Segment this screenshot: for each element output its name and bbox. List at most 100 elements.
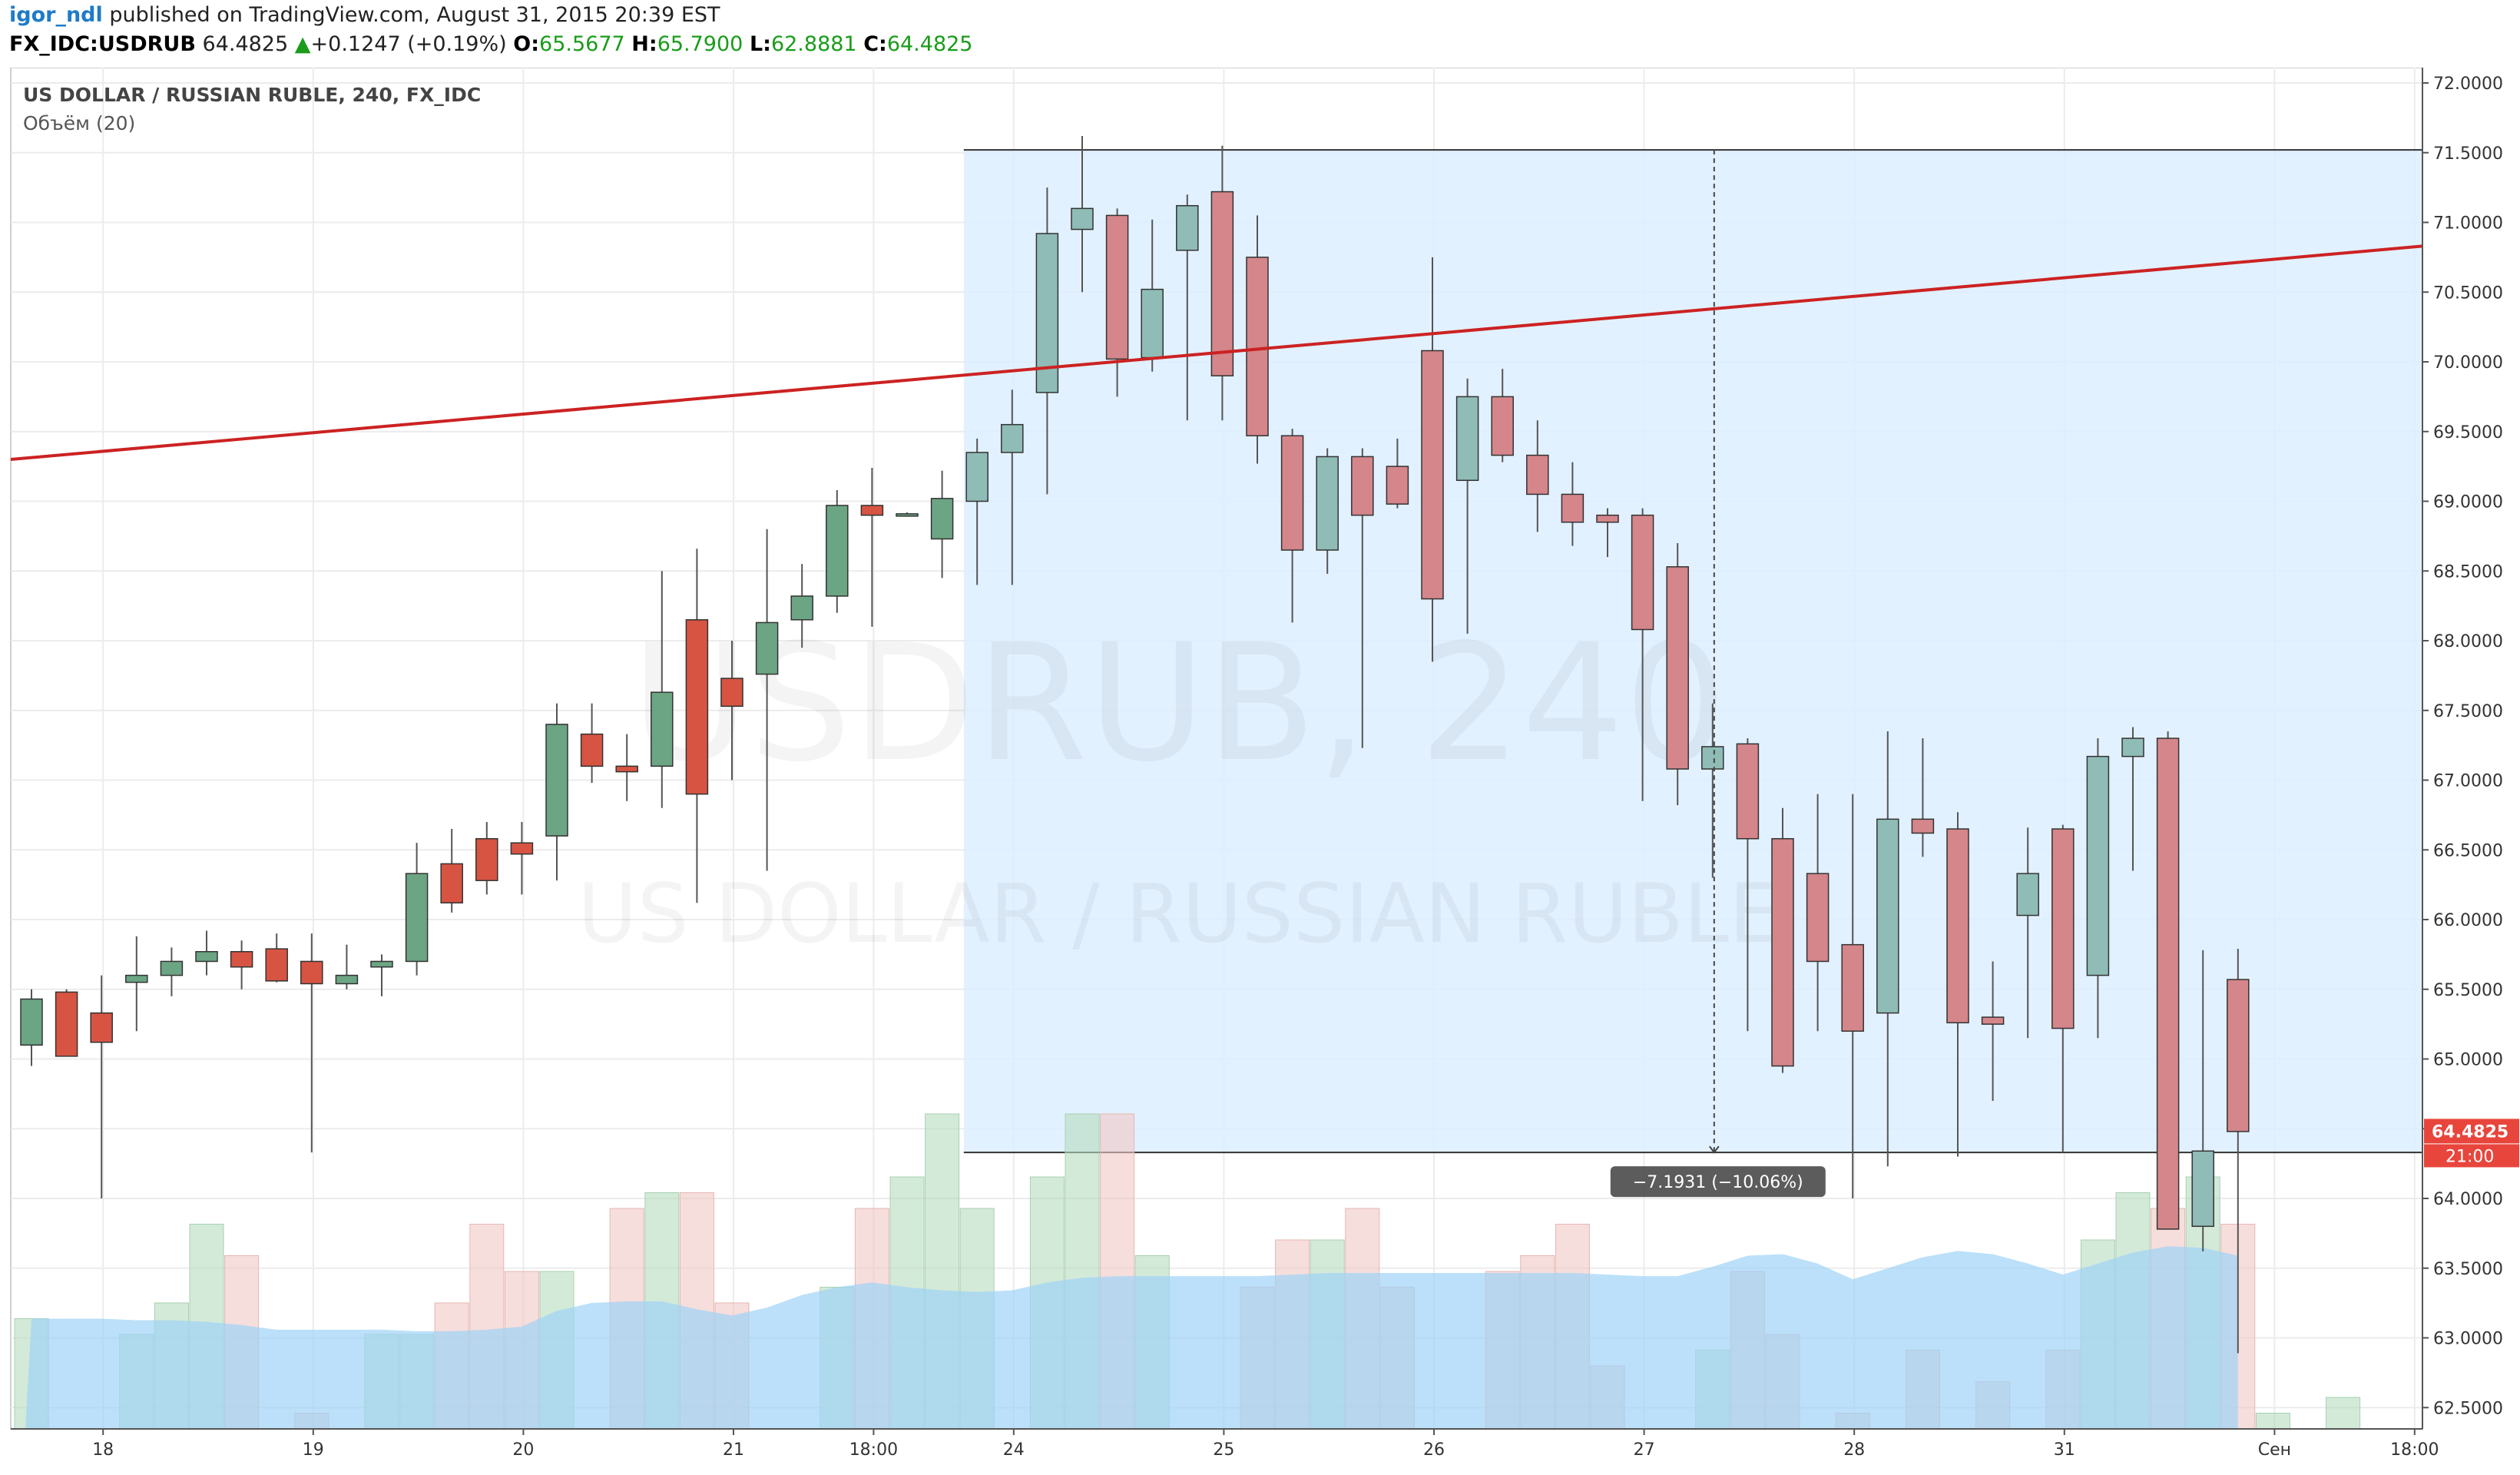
candle[interactable] bbox=[405, 843, 429, 976]
candle[interactable] bbox=[1596, 508, 1619, 558]
candle[interactable] bbox=[1071, 135, 1094, 293]
candle[interactable] bbox=[510, 821, 534, 895]
publication-line: igor_ndl published on TradingView.com, A… bbox=[9, 3, 720, 27]
candle-body bbox=[580, 733, 604, 767]
candle[interactable] bbox=[1771, 807, 1794, 1073]
time-tick-label: 31 bbox=[2054, 1440, 2075, 1460]
time-tick-label: 18:00 bbox=[2390, 1440, 2439, 1460]
candle[interactable] bbox=[1806, 794, 1830, 1032]
candle[interactable] bbox=[790, 564, 813, 648]
candle-body bbox=[2156, 738, 2180, 1230]
candle-body bbox=[1176, 204, 1199, 251]
candle[interactable] bbox=[475, 821, 498, 895]
candle-body bbox=[860, 505, 884, 516]
candle[interactable] bbox=[896, 512, 919, 517]
time-tick-label: 18 bbox=[92, 1440, 114, 1460]
candle[interactable] bbox=[1666, 542, 1689, 806]
symbol-name[interactable]: FX_IDC:USDRUB bbox=[9, 32, 196, 56]
candle[interactable] bbox=[300, 933, 323, 1153]
candle[interactable] bbox=[195, 930, 218, 976]
candle[interactable] bbox=[2191, 950, 2214, 1251]
close-label: C: bbox=[863, 32, 887, 56]
price-range-tool[interactable] bbox=[963, 149, 2422, 1154]
measure-label-text: −7.1931 (−10.06%) bbox=[1633, 1173, 1803, 1192]
candle[interactable] bbox=[1946, 812, 1969, 1157]
candle[interactable] bbox=[2121, 727, 2144, 871]
candle[interactable] bbox=[2086, 738, 2110, 1039]
candle[interactable] bbox=[930, 470, 954, 578]
candle[interactable] bbox=[1351, 448, 1374, 748]
candle[interactable] bbox=[1210, 145, 1234, 421]
candle[interactable] bbox=[615, 734, 638, 801]
candle[interactable] bbox=[860, 467, 884, 627]
candle[interactable] bbox=[580, 703, 604, 784]
candle[interactable] bbox=[1001, 389, 1024, 585]
candle[interactable] bbox=[965, 438, 988, 585]
candle[interactable] bbox=[1841, 794, 1864, 1198]
candle-body bbox=[965, 452, 988, 502]
candle[interactable] bbox=[2016, 827, 2039, 1039]
candle[interactable] bbox=[230, 940, 253, 989]
measure-tool[interactable]: −7.1931 (−10.06%) bbox=[1610, 150, 1826, 1198]
candle[interactable] bbox=[1631, 508, 1654, 801]
candle[interactable] bbox=[1105, 208, 1129, 397]
watermark-main-text: USDRUB, 240 bbox=[631, 609, 1727, 797]
candle-body bbox=[1455, 396, 1479, 482]
candle[interactable] bbox=[125, 936, 148, 1032]
candle[interactable] bbox=[160, 947, 184, 996]
price-tick-label: 68.0000 bbox=[2433, 632, 2503, 651]
author-link[interactable]: igor_ndl bbox=[9, 3, 103, 27]
candle[interactable] bbox=[1246, 215, 1269, 464]
candle[interactable] bbox=[545, 703, 568, 881]
candle[interactable] bbox=[1981, 961, 2005, 1101]
price-tick-label: 69.5000 bbox=[2433, 423, 2503, 442]
candle-body bbox=[20, 998, 43, 1046]
candle[interactable] bbox=[335, 944, 359, 989]
high-label: H: bbox=[631, 32, 657, 56]
candle[interactable] bbox=[1455, 378, 1479, 634]
candle[interactable] bbox=[1141, 219, 1164, 372]
time-tick-label: 19 bbox=[303, 1440, 324, 1460]
candle-body bbox=[651, 691, 674, 767]
time-tick-label: 27 bbox=[1634, 1440, 1655, 1460]
candle[interactable] bbox=[1176, 194, 1199, 421]
candle[interactable] bbox=[55, 989, 78, 1057]
candle[interactable] bbox=[1911, 738, 1935, 857]
candle-body bbox=[1911, 818, 1935, 834]
candle[interactable] bbox=[1701, 703, 1724, 878]
candle[interactable] bbox=[265, 933, 288, 983]
candle[interactable] bbox=[90, 975, 113, 1198]
candle-body bbox=[1876, 818, 1899, 1014]
candle[interactable] bbox=[1491, 369, 1514, 462]
candle-body bbox=[615, 765, 638, 773]
candle[interactable] bbox=[1386, 438, 1409, 509]
candle[interactable] bbox=[2227, 949, 2250, 1354]
candle[interactable] bbox=[1526, 420, 1549, 532]
last-price-badge-box bbox=[2424, 1119, 2519, 1144]
candle[interactable] bbox=[651, 571, 674, 808]
candle[interactable] bbox=[2051, 824, 2075, 1153]
time-tick-label: 24 bbox=[1003, 1440, 1025, 1460]
candle[interactable] bbox=[20, 989, 43, 1066]
candle-body bbox=[1631, 514, 1654, 631]
candle[interactable] bbox=[1736, 738, 1760, 1032]
price-chart[interactable]: USDRUB, 240 US DOLLAR / RUSSIAN RUBLE −7… bbox=[0, 68, 2520, 1475]
candle[interactable] bbox=[1280, 429, 1304, 623]
candle[interactable] bbox=[1876, 731, 1899, 1167]
candle[interactable] bbox=[1421, 257, 1444, 662]
candle-body bbox=[1246, 257, 1269, 436]
trendline[interactable] bbox=[10, 244, 2423, 462]
candle[interactable] bbox=[370, 954, 393, 996]
candle-body bbox=[300, 960, 323, 985]
candle[interactable] bbox=[1561, 462, 1585, 546]
price-tick-label: 70.0000 bbox=[2433, 353, 2503, 373]
candle[interactable] bbox=[755, 529, 779, 871]
candle[interactable] bbox=[685, 549, 709, 903]
candle[interactable] bbox=[826, 489, 849, 613]
trendline-tool[interactable] bbox=[10, 244, 2423, 462]
candle[interactable] bbox=[440, 829, 463, 913]
candle[interactable] bbox=[720, 641, 743, 781]
time-tick-label: 26 bbox=[1423, 1440, 1445, 1460]
candle[interactable] bbox=[2156, 731, 2180, 1230]
candle[interactable] bbox=[1316, 448, 1339, 574]
